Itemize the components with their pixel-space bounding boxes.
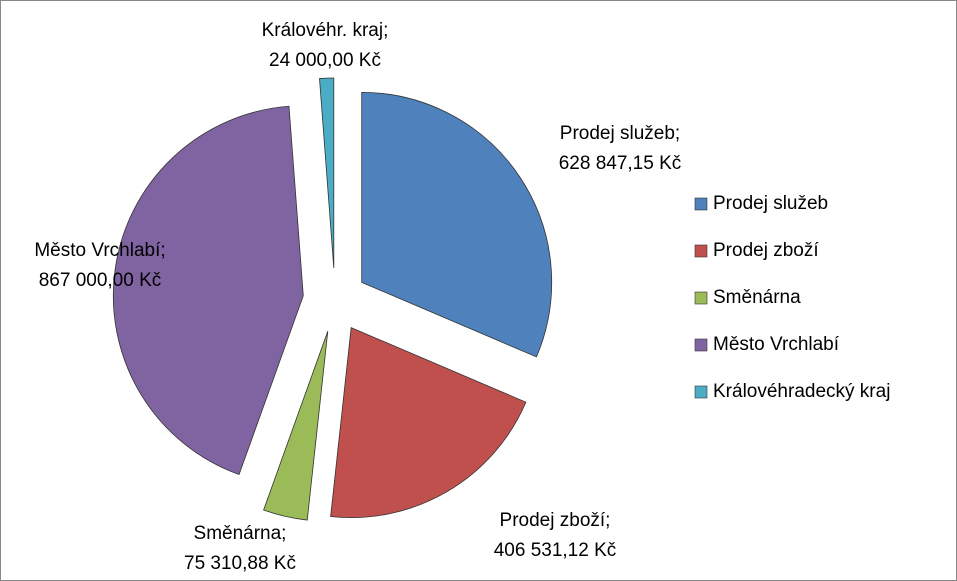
data-label-name: Prodej služeb; <box>560 123 680 144</box>
pie-slice <box>112 105 304 476</box>
data-label-value: 406 531,12 Kč <box>494 540 617 561</box>
data-label-name: Královéhr. kraj; <box>262 20 389 41</box>
legend-swatch <box>694 338 708 352</box>
pie-slice <box>361 91 553 358</box>
data-label-value: 24 000,00 Kč <box>269 50 381 71</box>
legend-label: Prodej služeb <box>713 193 828 214</box>
pie-slice <box>330 327 527 519</box>
legend-swatch <box>694 197 708 211</box>
legend-swatch <box>694 244 708 258</box>
legend-label: Město Vrchlabí <box>713 334 840 355</box>
legend-swatch <box>694 385 708 399</box>
pie-slice <box>263 331 329 521</box>
legend-label: Královéhradecký kraj <box>713 381 890 402</box>
data-label-name: Směnárna; <box>194 523 287 544</box>
data-label-name: Město Vrchlabí; <box>34 240 165 261</box>
legend-label: Prodej zboží <box>713 240 819 261</box>
data-label-name: Prodej zboží; <box>500 510 611 531</box>
pie-slice <box>319 77 335 269</box>
data-label-value: 75 310,88 Kč <box>184 553 296 574</box>
data-label-value: 867 000,00 Kč <box>39 270 162 291</box>
data-label-value: 628 847,15 Kč <box>559 153 682 174</box>
legend-label: Směnárna <box>713 287 801 308</box>
legend-swatch <box>694 291 708 305</box>
